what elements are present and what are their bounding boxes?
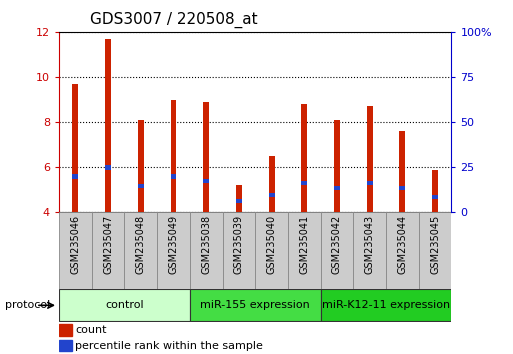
Bar (203, 183, 209, 212)
Bar (138, 120, 144, 183)
Bar (105, 165, 111, 170)
Bar (223, 212, 255, 289)
Bar (105, 170, 111, 212)
Bar (236, 199, 242, 203)
Bar (157, 212, 190, 289)
Bar (203, 179, 209, 183)
Bar (400, 190, 405, 212)
Bar (190, 289, 321, 321)
Text: GSM235044: GSM235044 (398, 215, 407, 274)
Bar (138, 183, 144, 188)
Text: GSM235043: GSM235043 (365, 215, 374, 274)
Bar (59, 340, 72, 352)
Text: GDS3007 / 220508_at: GDS3007 / 220508_at (90, 12, 258, 28)
Bar (203, 102, 209, 179)
Text: GSM235039: GSM235039 (234, 215, 244, 274)
Bar (269, 196, 274, 212)
Text: protocol: protocol (5, 300, 50, 310)
Bar (353, 212, 386, 289)
Bar (301, 104, 307, 181)
Bar (170, 175, 176, 178)
Bar (432, 170, 438, 195)
Text: GSM235041: GSM235041 (299, 215, 309, 274)
Bar (419, 212, 451, 289)
Bar (236, 203, 242, 212)
Bar (400, 186, 405, 190)
Bar (72, 175, 78, 178)
Bar (124, 212, 157, 289)
Text: count: count (75, 325, 107, 335)
Bar (386, 212, 419, 289)
Bar (255, 212, 288, 289)
Bar (59, 289, 190, 321)
Bar (367, 106, 372, 181)
Bar (288, 212, 321, 289)
Bar (400, 131, 405, 186)
Text: control: control (105, 300, 144, 310)
Text: percentile rank within the sample: percentile rank within the sample (75, 341, 263, 351)
Bar (321, 212, 353, 289)
Text: GSM235040: GSM235040 (267, 215, 277, 274)
Text: GSM235046: GSM235046 (70, 215, 81, 274)
Bar (334, 120, 340, 186)
Bar (432, 199, 438, 212)
Bar (236, 185, 242, 199)
Bar (321, 289, 451, 321)
Bar (59, 324, 72, 336)
Bar (334, 190, 340, 212)
Bar (367, 181, 372, 185)
Bar (334, 186, 340, 190)
Text: GSM235049: GSM235049 (168, 215, 179, 274)
Bar (170, 178, 176, 212)
Bar (432, 195, 438, 199)
Bar (72, 178, 78, 212)
Bar (301, 181, 307, 185)
Bar (105, 39, 111, 165)
Bar (59, 212, 92, 289)
Text: GSM235042: GSM235042 (332, 215, 342, 274)
Bar (92, 212, 125, 289)
Bar (170, 99, 176, 175)
Bar (138, 188, 144, 212)
Bar (72, 84, 78, 175)
Bar (269, 193, 274, 196)
Bar (190, 212, 223, 289)
Bar (367, 185, 372, 212)
Text: miR-K12-11 expression: miR-K12-11 expression (322, 300, 450, 310)
Text: GSM235048: GSM235048 (136, 215, 146, 274)
Bar (301, 185, 307, 212)
Text: GSM235047: GSM235047 (103, 215, 113, 274)
Bar (269, 156, 274, 193)
Text: miR-155 expression: miR-155 expression (201, 300, 310, 310)
Text: GSM235038: GSM235038 (201, 215, 211, 274)
Text: GSM235045: GSM235045 (430, 215, 440, 274)
